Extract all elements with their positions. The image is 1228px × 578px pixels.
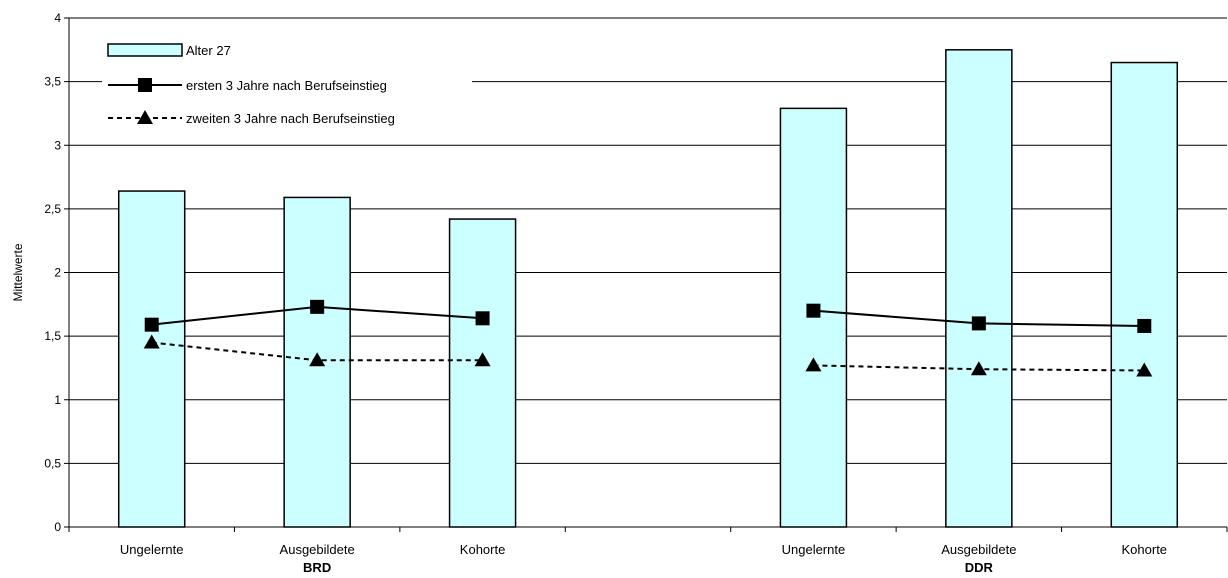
data-point [144, 317, 159, 332]
data-point [1137, 318, 1152, 333]
x-tick-label: Kohorte [460, 542, 506, 557]
data-point [143, 334, 160, 349]
y-tick-label: 3 [54, 138, 61, 152]
legend-marker [137, 110, 153, 124]
group-label: DDR [965, 560, 994, 575]
y-tick-label: 1,5 [44, 329, 61, 343]
data-point [971, 316, 986, 331]
y-axis-title: Mittelwerte [11, 243, 25, 301]
x-tick-label: Ungelernte [120, 542, 184, 557]
y-tick-label: 3,5 [44, 75, 61, 89]
data-point [310, 299, 325, 314]
y-tick-label: 4 [54, 11, 61, 25]
x-tick-label: Kohorte [1122, 542, 1168, 557]
data-point [309, 352, 326, 367]
legend-label: zweiten 3 Jahre nach Berufseinstieg [186, 111, 395, 126]
bar [1110, 61, 1179, 528]
y-tick-label: 1 [54, 393, 61, 407]
legend-marker [138, 78, 152, 92]
bar [448, 218, 517, 528]
y-tick-label: 2 [54, 266, 61, 280]
x-tick-label: Ausgebildete [941, 542, 1016, 557]
legend-swatch [107, 43, 183, 57]
data-point [806, 303, 821, 318]
data-point [970, 361, 987, 376]
data-point [1136, 362, 1153, 377]
data-point [475, 311, 490, 326]
legend-label: Alter 27 [186, 43, 231, 58]
y-tick-label: 0 [54, 520, 61, 534]
x-tick-label: Ausgebildete [280, 542, 355, 557]
x-tick-label: Ungelernte [782, 542, 846, 557]
data-point [474, 352, 491, 367]
bar [117, 190, 186, 528]
bar [945, 49, 1013, 528]
group-label: BRD [303, 560, 331, 575]
legend-label: ersten 3 Jahre nach Berufseinstieg [186, 78, 387, 93]
y-tick-label: 2,5 [44, 202, 61, 216]
data-point [805, 357, 822, 372]
y-tick-label: 0,5 [44, 456, 61, 470]
